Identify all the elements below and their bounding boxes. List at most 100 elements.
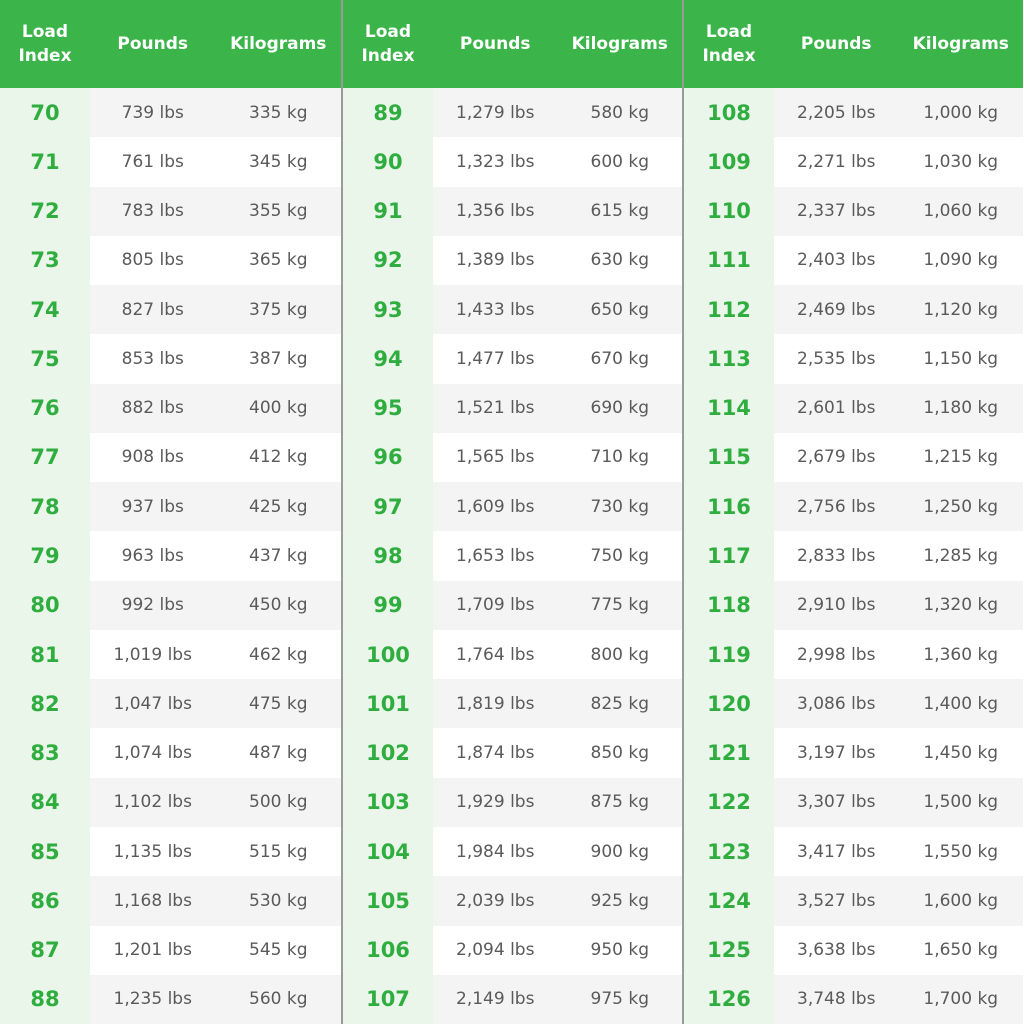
- load-index-cell: 115: [684, 432, 774, 483]
- pounds-cell: 1,135 lbs: [113, 841, 192, 862]
- load-index-cell: 72: [0, 186, 90, 236]
- pounds-cell: 827 lbs: [121, 299, 184, 320]
- table-row: 92 1,389 lbs 630 kg: [343, 235, 682, 286]
- table-row: 76 882 lbs 400 kg: [0, 383, 341, 433]
- table-row: 119 2,998 lbs 1,360 kg: [684, 629, 1023, 680]
- load-index-cell: 101: [343, 679, 433, 729]
- load-index-cell: 84: [0, 777, 90, 827]
- pounds-cell: 1,874 lbs: [456, 743, 535, 764]
- pounds-cell: 853 lbs: [121, 348, 184, 369]
- kilograms-cell: 1,650 kg: [923, 940, 999, 961]
- header-cell: Pounds: [117, 34, 189, 54]
- kilograms-cell: 580 kg: [590, 102, 650, 123]
- pounds-cell: 1,521 lbs: [456, 398, 535, 419]
- pounds-cell: 3,527 lbs: [797, 890, 876, 911]
- pounds-cell: 2,998 lbs: [797, 644, 876, 665]
- load-index-cell: 81: [0, 629, 90, 680]
- pounds-cell: 882 lbs: [121, 398, 184, 419]
- kilograms-cell: 515 kg: [249, 841, 308, 862]
- table-panel: Load Index Pounds Kilograms 70 739 lbs 335 kg…: [0, 0, 341, 1024]
- load-index-cell: 73: [0, 235, 90, 286]
- table-row: 93 1,433 lbs 650 kg: [343, 285, 682, 335]
- table-row: 95 1,521 lbs 690 kg: [343, 383, 682, 433]
- pounds-cell: 2,601 lbs: [797, 398, 876, 419]
- table-row: 109 2,271 lbs 1,030 kg: [684, 137, 1023, 187]
- kilograms-cell: 800 kg: [590, 644, 650, 665]
- kilograms-cell: 1,120 kg: [923, 299, 999, 320]
- load-index-cell: 85: [0, 826, 90, 877]
- header-cell: Kilograms: [912, 34, 1009, 54]
- table-row: 94 1,477 lbs 670 kg: [343, 334, 682, 384]
- table-row: 104 1,984 lbs 900 kg: [343, 826, 682, 877]
- pounds-cell: 739 lbs: [121, 102, 184, 123]
- load-index-cell: 89: [343, 88, 433, 138]
- pounds-cell: 3,417 lbs: [797, 841, 876, 862]
- table-row: 73 805 lbs 365 kg: [0, 235, 341, 286]
- kilograms-cell: 615 kg: [590, 201, 650, 222]
- pounds-cell: 2,337 lbs: [797, 201, 876, 222]
- load-index-cell: 117: [684, 531, 774, 581]
- table-row: 75 853 lbs 387 kg: [0, 334, 341, 384]
- load-index-cell: 118: [684, 580, 774, 630]
- kilograms-cell: 530 kg: [249, 890, 308, 911]
- load-index-cell: 93: [343, 285, 433, 335]
- table-row: 89 1,279 lbs 580 kg: [343, 88, 682, 138]
- load-index-cell: 109: [684, 137, 774, 187]
- table-row: 71 761 lbs 345 kg: [0, 137, 341, 187]
- kilograms-cell: 750 kg: [590, 546, 650, 567]
- load-index-cell: 122: [684, 777, 774, 827]
- kilograms-cell: 690 kg: [590, 398, 650, 419]
- table-row: 78 937 lbs 425 kg: [0, 482, 341, 532]
- kilograms-cell: 450 kg: [249, 595, 308, 616]
- pounds-cell: 2,756 lbs: [797, 496, 876, 517]
- pounds-cell: 761 lbs: [121, 151, 184, 172]
- header-cell: Kilograms: [571, 34, 668, 54]
- load-index-cell: 104: [343, 826, 433, 877]
- table-row: 124 3,527 lbs 1,600 kg: [684, 876, 1023, 926]
- table-row: 118 2,910 lbs 1,320 kg: [684, 580, 1023, 630]
- kilograms-cell: 1,400 kg: [923, 693, 999, 714]
- pounds-cell: 3,748 lbs: [797, 989, 876, 1010]
- pounds-cell: 1,019 lbs: [113, 644, 192, 665]
- pounds-cell: 937 lbs: [121, 496, 184, 517]
- kilograms-cell: 437 kg: [249, 546, 308, 567]
- load-index-cell: 106: [343, 925, 433, 975]
- kilograms-cell: 462 kg: [249, 644, 308, 665]
- table-row: 122 3,307 lbs 1,500 kg: [684, 777, 1023, 827]
- pounds-cell: 783 lbs: [121, 201, 184, 222]
- kilograms-cell: 600 kg: [590, 151, 650, 172]
- load-index-cell: 71: [0, 137, 90, 187]
- pounds-cell: 805 lbs: [121, 250, 184, 271]
- pounds-cell: 1,565 lbs: [456, 447, 535, 468]
- table-row: 82 1,047 lbs 475 kg: [0, 679, 341, 729]
- kilograms-cell: 710 kg: [590, 447, 650, 468]
- table-row: 79 963 lbs 437 kg: [0, 531, 341, 581]
- load-index-cell: 126: [684, 974, 774, 1024]
- pounds-cell: 1,047 lbs: [113, 693, 192, 714]
- kilograms-cell: 1,550 kg: [923, 841, 999, 862]
- kilograms-cell: 950 kg: [590, 940, 650, 961]
- table-row: 99 1,709 lbs 775 kg: [343, 580, 682, 630]
- load-index-cell: 76: [0, 383, 90, 433]
- kilograms-cell: 1,450 kg: [923, 743, 999, 764]
- load-index-cell: 78: [0, 482, 90, 532]
- load-index-cell: 103: [343, 777, 433, 827]
- pounds-cell: 2,679 lbs: [797, 447, 876, 468]
- load-index-cell: 121: [684, 728, 774, 778]
- table-row: 108 2,205 lbs 1,000 kg: [684, 88, 1023, 138]
- table-row: 70 739 lbs 335 kg: [0, 88, 341, 138]
- table-row: 83 1,074 lbs 487 kg: [0, 728, 341, 778]
- load-index-cell: 125: [684, 925, 774, 975]
- pounds-cell: 1,102 lbs: [113, 792, 192, 813]
- pounds-cell: 2,910 lbs: [797, 595, 876, 616]
- pounds-cell: 2,535 lbs: [797, 348, 876, 369]
- pounds-cell: 2,469 lbs: [797, 299, 876, 320]
- table-row: 103 1,929 lbs 875 kg: [343, 777, 682, 827]
- pounds-cell: 1,168 lbs: [113, 890, 192, 911]
- header-row: Load Index Pounds Kilograms: [0, 0, 341, 88]
- kilograms-cell: 365 kg: [249, 250, 308, 271]
- header-cell: Kilograms: [230, 34, 327, 54]
- table-row: 88 1,235 lbs 560 kg: [0, 974, 341, 1024]
- pounds-cell: 1,201 lbs: [113, 940, 192, 961]
- pounds-cell: 1,984 lbs: [456, 841, 535, 862]
